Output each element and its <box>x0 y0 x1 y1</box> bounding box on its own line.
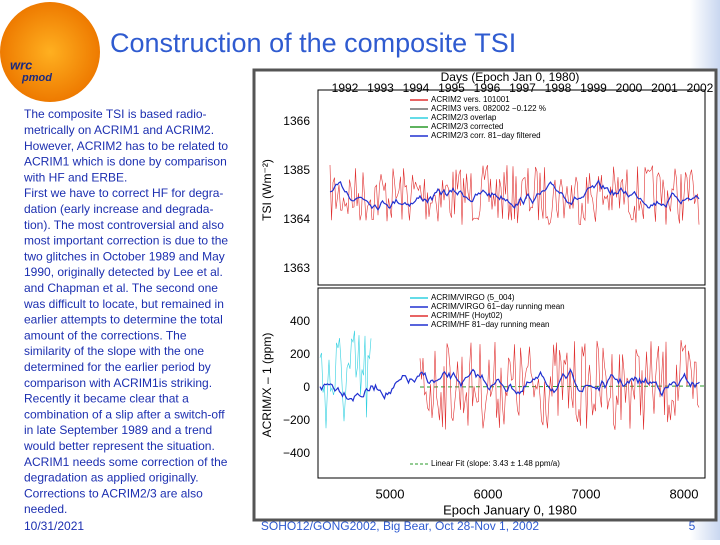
sun-logo <box>0 2 100 102</box>
legend-entry: ACRIM2/3 corrected <box>431 122 503 131</box>
body-line: degradation as applied originally. <box>24 471 199 485</box>
top-tick-label: 2001 <box>651 81 678 95</box>
figure: Days (Epoch Jan 0, 1980) 1992 1993 1994 1995… <box>252 68 718 522</box>
top-tick-label: 2002 <box>687 81 714 95</box>
top-tick-label: 2000 <box>616 81 643 95</box>
lower-panel <box>317 287 706 479</box>
figure-frame <box>252 68 718 522</box>
y-tick-label: −200 <box>283 413 310 427</box>
y-axis-title: TSI (Wm⁻²) <box>260 159 274 221</box>
body-line: Recently it became clear that a <box>24 392 189 406</box>
top-tick-label: 1994 <box>403 81 430 95</box>
body-line: similarity of the slope with the one <box>24 344 204 358</box>
body-line: combination of a slip after a switch-off <box>24 407 225 421</box>
body-line: dation (early increase and degrada- <box>24 202 213 216</box>
y-tick-label: −400 <box>283 446 310 460</box>
legend-entry: ACRIM/VIRGO (5_004) <box>431 293 515 302</box>
page-number: 5 <box>689 519 696 533</box>
bottom-tick-label: 7000 <box>572 486 601 501</box>
fit-line <box>419 385 706 388</box>
body-line: was difficult to locate, but remained in <box>23 297 224 311</box>
body-line: However, ACRIM2 has to be related to <box>24 139 228 153</box>
footer-date: 10/31/2021 <box>24 519 84 533</box>
slide-title: Construction of the composite TSI <box>110 28 516 58</box>
legend-entry: ACRIM2/3 overlap <box>431 113 497 122</box>
top-tick-label: 1993 <box>367 81 394 95</box>
legend-entry: ACRIM/VIRGO 61−day running mean <box>431 302 565 311</box>
logo-text: wrc <box>10 57 33 72</box>
decor-trace <box>329 164 700 226</box>
body-line: most important correction is due to the <box>24 234 228 248</box>
legend-entry: ACRIM2 vers. 101001 <box>431 95 510 104</box>
y-tick-label: 1366 <box>283 114 310 128</box>
y-axis-title: ACRIM/X – 1 (ppm) <box>260 333 274 438</box>
body-line: ACRIM1 which is done by comparison <box>24 155 227 169</box>
top-tick-label: 1992 <box>332 81 359 95</box>
y-tick-label: 1385 <box>283 163 310 177</box>
y-tick-label: 400 <box>290 314 310 328</box>
axis-title: Days (Epoch Jan 0, 1980) <box>441 70 580 84</box>
body-line: and Chapman et al. The second one <box>24 281 218 295</box>
body-line: comparison with ACRIM1is striking. <box>24 376 212 390</box>
y-tick-label: 0 <box>303 380 310 394</box>
body-line: The composite TSI is based radio- <box>24 107 207 121</box>
body-line: amount of the corrections. The <box>24 328 187 342</box>
logo-text: pmod <box>21 72 52 84</box>
y-tick-label: 1363 <box>283 261 310 275</box>
body-line: would better represent the situation. <box>23 439 215 453</box>
legend-entry: Linear Fit (slope: 3.43 ± 1.48 ppm/a) <box>431 459 560 468</box>
body-line: needed. <box>24 502 67 516</box>
body-line: 1990, originally detected by Lee et al. <box>24 265 223 279</box>
top-tick-label: 1996 <box>474 81 501 95</box>
legend-entry: ACRIM2/3 corr. 81−day filtered <box>431 131 541 140</box>
top-tick-label: 1998 <box>545 81 572 95</box>
footer-event: SOHO12/GONG2002, Big Bear, Oct 28-Nov 1,… <box>261 519 539 533</box>
top-tick-label: 1999 <box>580 81 607 95</box>
body-line: tion). The most controversial and also <box>24 218 224 232</box>
upper-panel <box>317 89 706 286</box>
legend-entry: ACRIM/HF (Hoyt02) <box>431 311 503 320</box>
bottom-tick-label: 8000 <box>670 486 699 501</box>
body-line: Corrections to ACRIM2/3 are also <box>24 486 203 500</box>
top-tick-label: 1997 <box>509 81 536 95</box>
body-line: First we have to correct HF for degra- <box>24 186 223 200</box>
body-line: earlier attempts to determine the total <box>24 313 223 327</box>
body-line: determined for the earlier period by <box>24 360 211 374</box>
body-text: The composite TSI is based radio-metrica… <box>23 107 228 516</box>
legend-entry: ACRIM/HF 81−day running mean <box>431 320 550 329</box>
body-line: in late September 1989 and a trend <box>24 423 212 437</box>
top-tick-label: 1995 <box>438 81 465 95</box>
decor-trace <box>319 368 700 403</box>
bottom-tick-label: 6000 <box>474 486 503 501</box>
y-tick-label: 1364 <box>283 212 310 226</box>
decor-trace <box>329 179 700 211</box>
axis-title: Epoch January 0, 1980 <box>443 502 577 517</box>
legend-entry: ACRIM3 vers. 082002 −0.122 % <box>431 104 546 113</box>
decor-trace <box>419 340 700 430</box>
bottom-tick-label: 5000 <box>376 486 405 501</box>
y-tick-label: 200 <box>290 347 310 361</box>
body-line: ACRIM1 needs some correction of the <box>24 455 228 469</box>
body-line: metrically on ACRIM1 and ACRIM2. <box>24 123 214 137</box>
body-line: two glitches in October 1989 and May <box>24 249 225 263</box>
body-line: with HF and ERBE. <box>23 170 127 184</box>
